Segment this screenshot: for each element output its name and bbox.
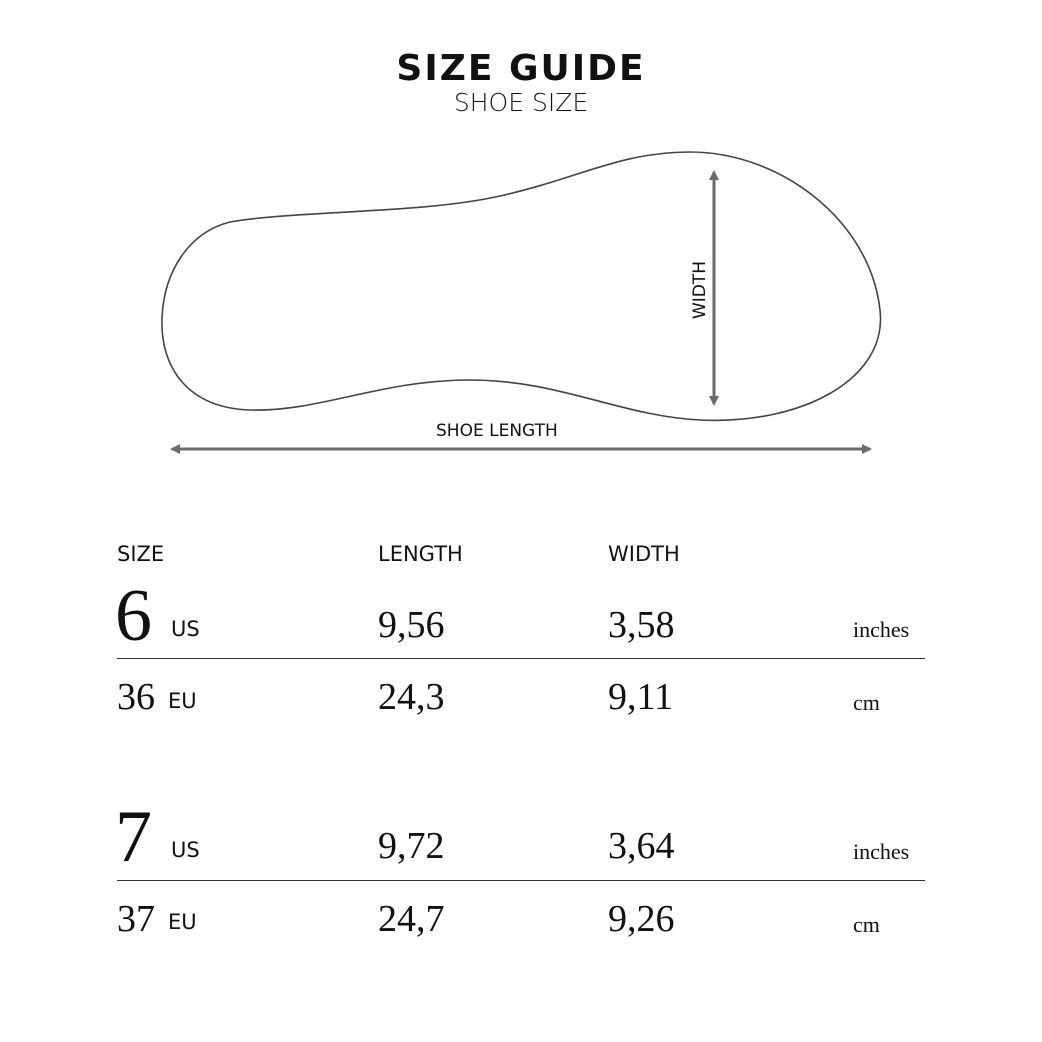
header-width: WIDTH <box>608 542 680 566</box>
eu-size: 36 <box>117 676 155 718</box>
unit-inches: inches <box>853 617 910 642</box>
us-label: US <box>171 838 200 862</box>
width-inches: 3,64 <box>608 825 675 867</box>
length-inches: 9,72 <box>378 825 445 867</box>
eu-size: 37 <box>117 898 155 940</box>
page-title: SIZE GUIDE <box>396 48 646 89</box>
eu-label: EU <box>168 910 197 934</box>
width-inches: 3,58 <box>608 604 675 646</box>
unit-cm: cm <box>853 912 880 937</box>
length-inches: 9,56 <box>378 604 445 646</box>
page-subtitle: SHOE SIZE <box>453 88 589 117</box>
shoe-outline <box>161 151 882 422</box>
shoe-diagram <box>161 151 882 454</box>
unit-inches: inches <box>853 839 910 864</box>
eu-label: EU <box>168 689 197 713</box>
unit-cm: cm <box>853 690 880 715</box>
row-divider <box>117 658 925 659</box>
header-size: SIZE <box>117 542 165 566</box>
length-cm: 24,3 <box>378 676 445 718</box>
length-label: SHOE LENGTH <box>436 421 558 441</box>
row-divider <box>117 880 925 881</box>
us-size: 7 <box>115 796 152 878</box>
width-label: WIDTH <box>690 260 710 320</box>
header-length: LENGTH <box>378 542 463 566</box>
us-size: 6 <box>115 575 152 657</box>
width-cm: 9,26 <box>608 898 675 940</box>
width-cm: 9,11 <box>608 676 674 718</box>
us-label: US <box>171 617 200 641</box>
length-cm: 24,7 <box>378 898 445 940</box>
